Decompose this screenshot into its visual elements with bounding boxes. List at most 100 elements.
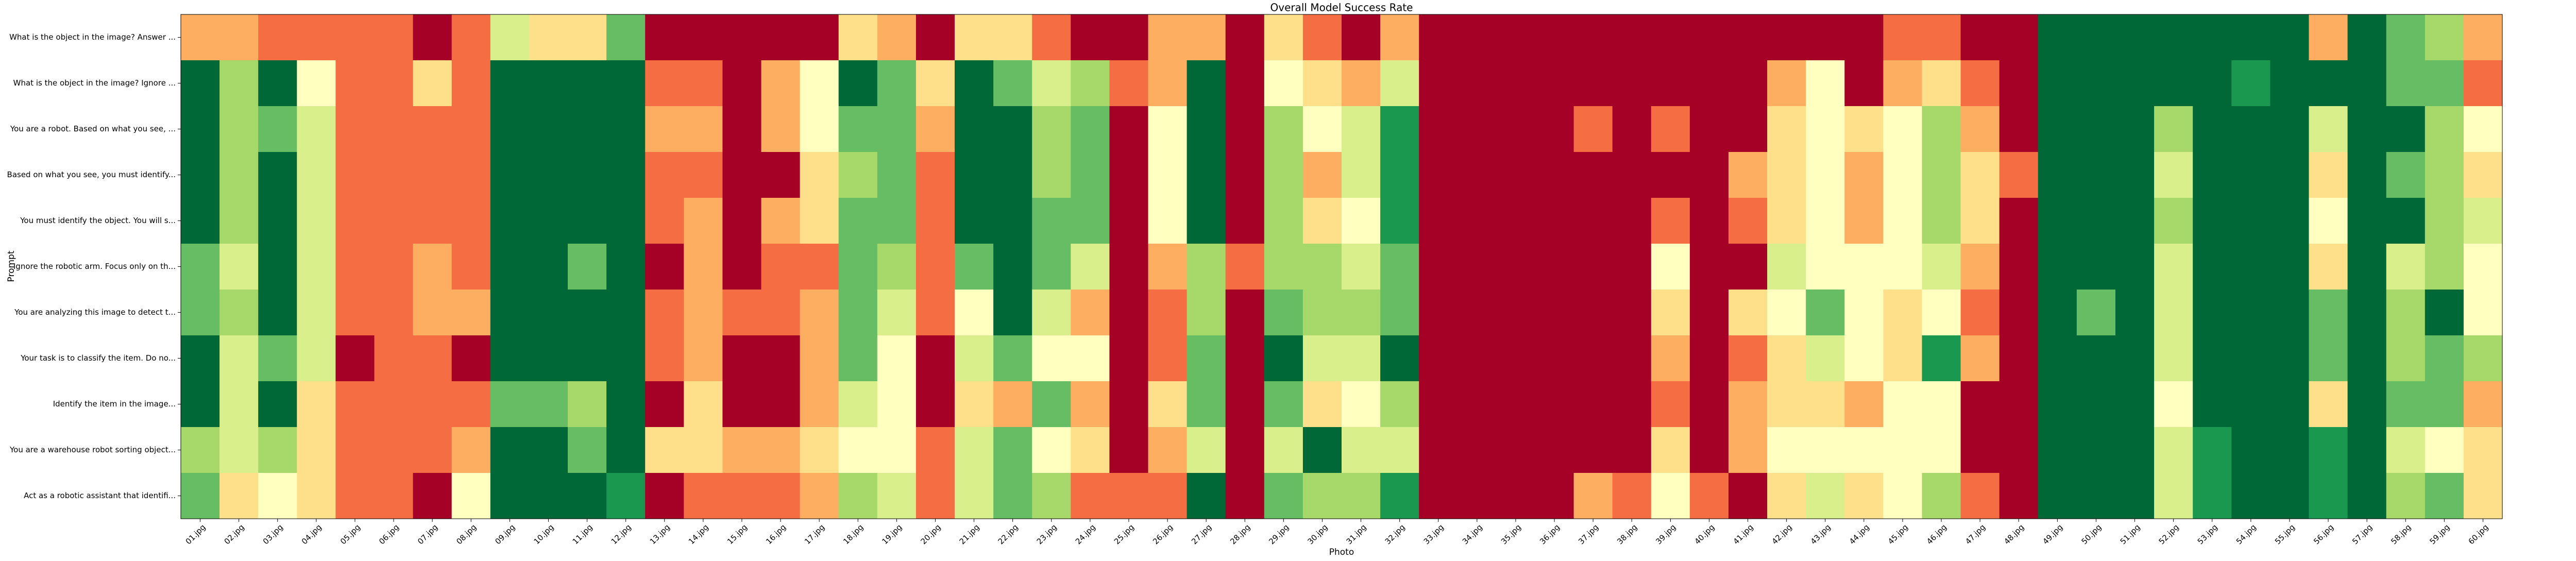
heatmap-cell [2038,335,2077,382]
x-tick-label: 52.jpg [2157,522,2181,546]
x-tick-label: 19.jpg [880,522,904,546]
heatmap-cell [1728,152,1768,198]
heatmap-cell [1109,152,1148,198]
heatmap-cell [2038,60,2077,107]
heatmap-cell [1342,14,1381,61]
heatmap-cell [1535,60,1574,107]
heatmap-cell [2270,60,2309,107]
heatmap-cell [1806,106,1845,152]
heatmap-cell [1302,473,1342,519]
heatmap-cell [1689,106,1729,152]
heatmap-cell [2347,152,2387,198]
heatmap-cell [800,14,839,61]
heatmap-cell [2386,60,2426,107]
heatmap-cell [1573,381,1613,428]
heatmap-cell [1651,60,1690,107]
heatmap-cell [413,60,452,107]
heatmap-cell [1999,14,2039,61]
x-tick-label: 06.jpg [377,522,401,546]
heatmap-cell [2347,381,2387,428]
y-tick-label: You are a warehouse robot sorting object… [9,445,176,454]
heatmap-cell [1573,60,1613,107]
heatmap-cell [374,381,414,428]
heatmap-cell [2270,381,2309,428]
heatmap-cell [2463,106,2503,152]
heatmap-cell [2425,60,2464,107]
heatmap-cell [413,381,452,428]
heatmap-cell [1806,198,1845,244]
heatmap-cell [374,335,414,382]
heatmap-cell [181,473,220,519]
heatmap-cell [1342,427,1381,473]
heatmap-cell [568,335,607,382]
heatmap-cell [297,106,336,152]
heatmap-cell [297,60,336,107]
heatmap-cell [2309,473,2348,519]
heatmap-cell [2193,198,2232,244]
x-tick-label: 18.jpg [841,522,865,546]
heatmap-cell [1109,106,1148,152]
heatmap-cell [2463,14,2503,61]
heatmap-cell [297,427,336,473]
heatmap-cell [2154,152,2193,198]
heatmap-cell [1535,244,1574,290]
heatmap-cell [1573,335,1613,382]
heatmap-cell [1109,290,1148,336]
heatmap-cell [1148,106,1188,152]
heatmap-cell [1225,152,1265,198]
x-tick-label: 45.jpg [1886,522,1910,546]
heatmap-cell [2154,106,2193,152]
heatmap-cell [877,152,917,198]
heatmap-cell [2463,290,2503,336]
heatmap-cell [1032,244,1071,290]
heatmap-cell [490,152,530,198]
heatmap-cell [2386,198,2426,244]
x-tick-label: 17.jpg [803,522,826,546]
heatmap-cell [1612,473,1652,519]
heatmap-cell [1225,427,1265,473]
heatmap-cell [684,244,723,290]
heatmap-cell [2347,106,2387,152]
x-tick-label: 34.jpg [1461,522,1484,546]
heatmap-cell [955,244,994,290]
heatmap-cell [2193,473,2232,519]
heatmap-cell [877,427,917,473]
heatmap-cell [1960,290,2000,336]
x-tick-label: 21.jpg [958,522,981,546]
heatmap-cell [1728,381,1768,428]
heatmap-cell [1419,106,1458,152]
heatmap-cell [219,473,259,519]
heatmap-cell [1342,473,1381,519]
heatmap-cell [451,244,491,290]
heatmap-cell [1109,473,1148,519]
heatmap-cell [993,290,1032,336]
heatmap-cell [258,473,297,519]
heatmap-cell [413,427,452,473]
heatmap-cell [568,106,607,152]
heatmap-cell [722,473,761,519]
heatmap-cell [219,381,259,428]
heatmap-cell [1187,152,1226,198]
heatmap-cell [1651,14,1690,61]
heatmap-cell [1535,381,1574,428]
heatmap-cell [2425,198,2464,244]
heatmap-cell [2038,290,2077,336]
heatmap-cell [258,381,297,428]
heatmap-cell [2154,381,2193,428]
heatmap-cell [606,427,646,473]
heatmap-cell [1071,106,1110,152]
heatmap-cell [1728,60,1768,107]
heatmap-cell [1148,427,1188,473]
heatmap-cell [413,106,452,152]
heatmap-cell [1689,381,1729,428]
heatmap-cell [1342,381,1381,428]
heatmap-cell [1458,290,1497,336]
heatmap-cell [451,335,491,382]
heatmap-cell [2154,198,2193,244]
heatmap-cell [1380,335,1419,382]
heatmap-cell [2193,60,2232,107]
heatmap-cell [684,427,723,473]
heatmap-cell [1806,60,1845,107]
x-tick-label: 26.jpg [1151,522,1175,546]
x-tick-label: 05.jpg [338,522,362,546]
